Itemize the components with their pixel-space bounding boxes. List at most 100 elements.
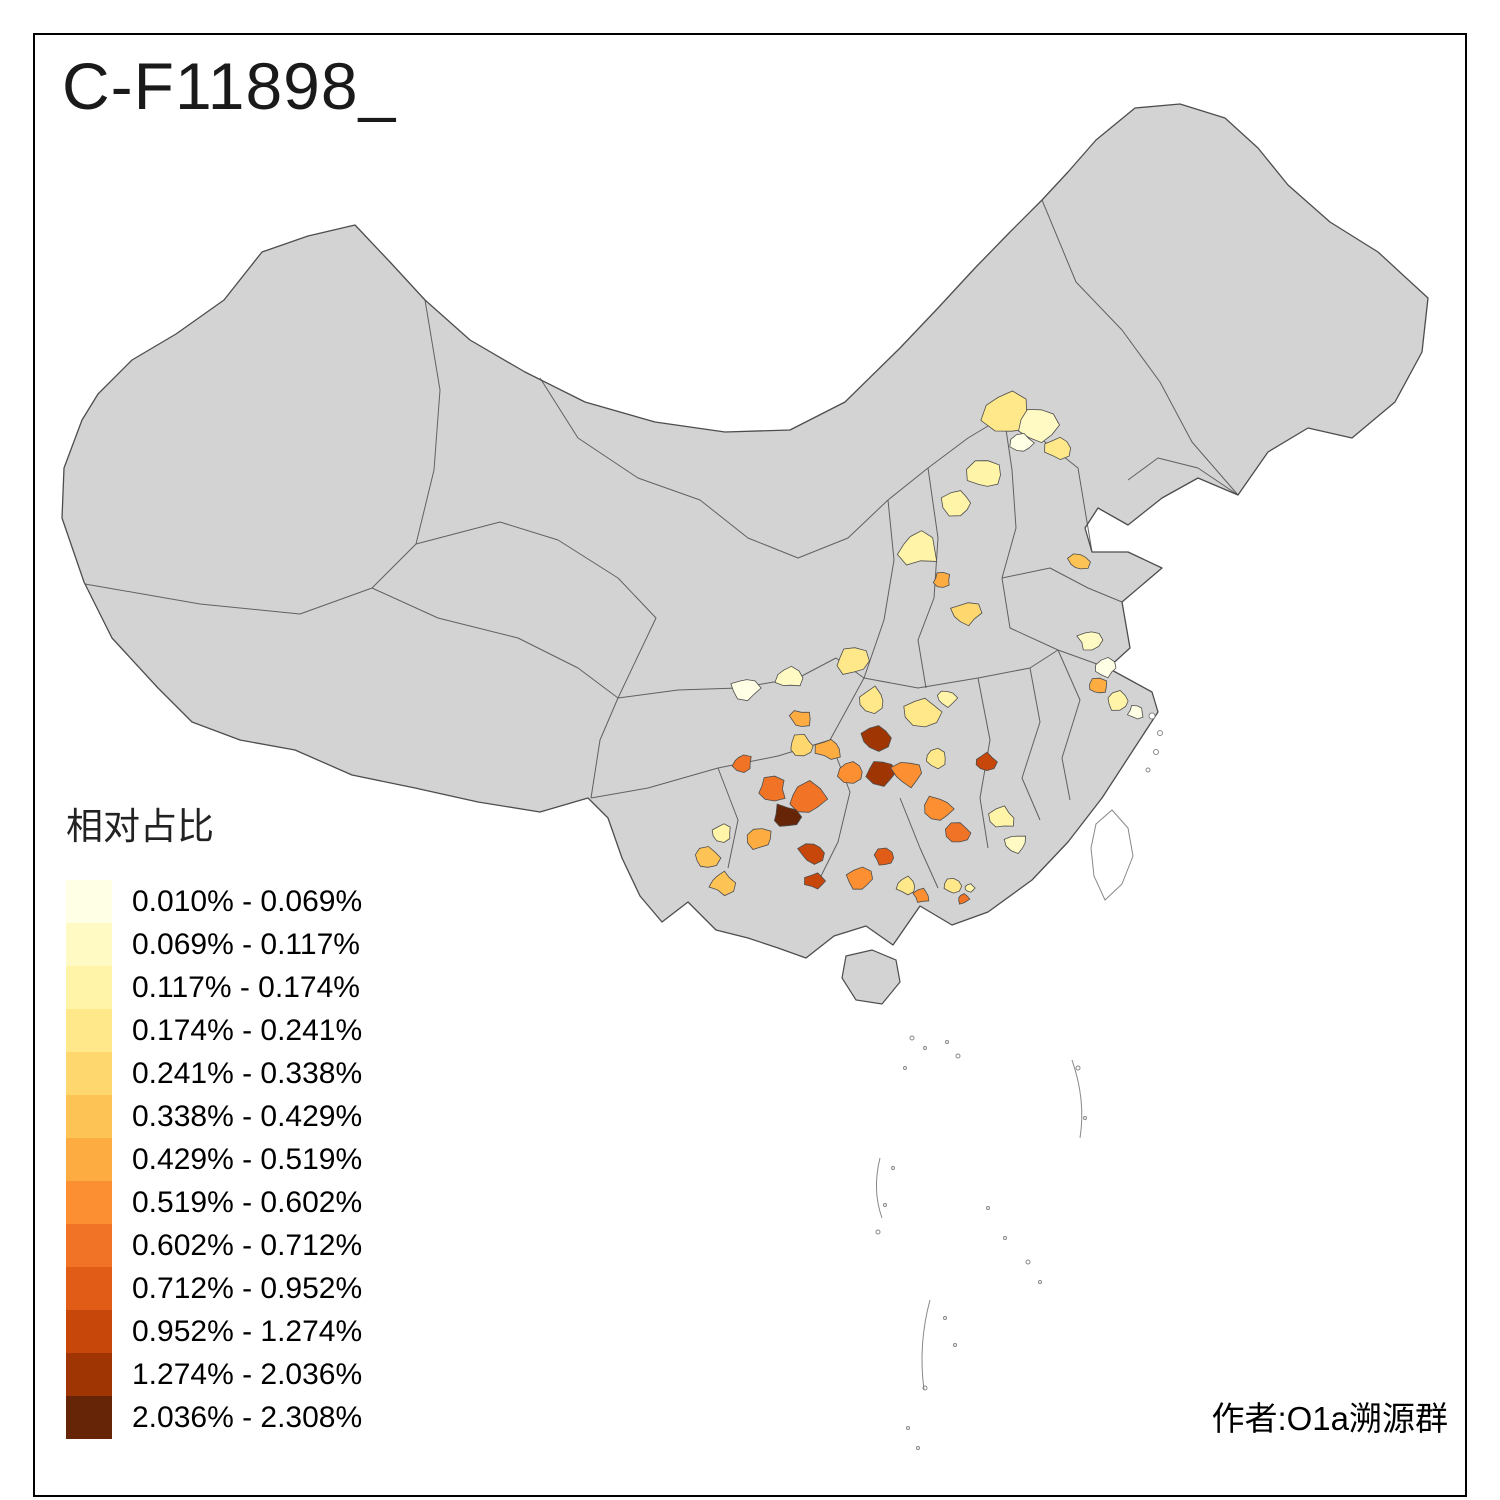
legend-label: 0.602% - 0.712% [132, 1228, 363, 1262]
prefecture-region [932, 572, 951, 588]
legend-swatch [66, 923, 112, 966]
taiwan-island [1090, 809, 1134, 901]
legend-label: 0.010% - 0.069% [132, 884, 363, 918]
prefecture-region [975, 751, 998, 772]
legend-row: 0.174% - 0.241% [66, 1009, 362, 1052]
prefecture-region [1094, 656, 1117, 679]
legend-label: 0.069% - 0.117% [132, 927, 360, 961]
prefecture-region [773, 803, 803, 827]
prefecture-region [865, 761, 897, 787]
map-title: C-F11898_ [62, 49, 397, 123]
prefecture-region [731, 754, 752, 774]
prefecture-region [1003, 835, 1027, 854]
prefecture-region [845, 866, 874, 890]
prefecture-region [873, 847, 895, 866]
legend-label: 0.952% - 1.274% [132, 1314, 363, 1348]
legend-swatch [66, 1396, 112, 1439]
legend-label: 2.036% - 2.308% [132, 1400, 363, 1434]
hainan-island [841, 949, 901, 1005]
prefecture-region [912, 887, 930, 903]
legend-swatch [66, 1095, 112, 1138]
legend-label: 0.174% - 0.241% [132, 1013, 363, 1047]
prefecture-region [789, 780, 829, 813]
prefecture-region [708, 870, 737, 897]
legend-title: 相对占比 [66, 806, 214, 847]
islands-group [875, 712, 1163, 1450]
prefecture-region [936, 690, 959, 709]
prefecture-region [944, 822, 972, 843]
legend-row: 2.036% - 2.308% [66, 1396, 362, 1439]
attribution: 作者:O1a溯源群 [1211, 1400, 1448, 1437]
legend-swatch [66, 1267, 112, 1310]
legend-row: 0.712% - 0.952% [66, 1267, 362, 1310]
prefecture-region [889, 761, 923, 789]
legend: 相对占比 0.010% - 0.069% 0.069% - 0.117% 0.117… [66, 796, 362, 1439]
prefecture-region [1009, 432, 1035, 452]
legend-swatch [66, 880, 112, 923]
prefecture-region [859, 685, 884, 715]
legend-row: 0.338% - 0.429% [66, 1095, 362, 1138]
prefecture-region [836, 647, 870, 675]
legend-row: 0.602% - 0.712% [66, 1224, 362, 1267]
prefecture-region [1089, 677, 1108, 694]
legend-swatch [66, 1052, 112, 1095]
prefecture-region [903, 697, 943, 728]
prefecture-region [790, 733, 814, 757]
legend-swatch [66, 1310, 112, 1353]
prefecture-region [1107, 690, 1129, 711]
legend-label: 0.117% - 0.174% [132, 970, 360, 1004]
prefecture-region [774, 665, 804, 687]
prefecture-region [804, 872, 827, 890]
mainland-outline [61, 103, 1429, 959]
prefecture-region [1066, 553, 1091, 570]
prefecture-region [988, 805, 1015, 828]
legend-label: 0.241% - 0.338% [132, 1056, 363, 1090]
prefecture-region [949, 602, 983, 627]
legend-swatch [66, 1353, 112, 1396]
prefecture-region [924, 795, 955, 821]
prefecture-region [860, 725, 892, 752]
legend-label: 0.712% - 0.952% [132, 1271, 363, 1305]
legend-row: 0.519% - 0.602% [66, 1181, 362, 1224]
prefecture-region [964, 883, 976, 893]
prefecture-region [940, 490, 972, 517]
prefecture-region [711, 823, 731, 843]
prefecture-region [943, 877, 963, 894]
prefecture-region [814, 739, 841, 760]
prefecture-region [836, 761, 863, 784]
prefecture-region [896, 530, 938, 566]
legend-row: 0.010% - 0.069% [66, 880, 362, 923]
legend-row: 0.952% - 1.274% [66, 1310, 362, 1353]
prefecture-region [1126, 705, 1144, 720]
prefecture-region [730, 679, 762, 702]
prefecture-regions [694, 390, 1144, 905]
legend-label: 0.429% - 0.519% [132, 1142, 363, 1176]
legend-rows: 0.010% - 0.069% 0.069% - 0.117% 0.117% - 0… [66, 880, 362, 1439]
legend-swatch [66, 1181, 112, 1224]
prefecture-region [788, 710, 811, 727]
legend-row: 0.069% - 0.117% [66, 923, 362, 966]
legend-row: 0.429% - 0.519% [66, 1138, 362, 1181]
legend-row: 1.274% - 2.036% [66, 1353, 362, 1396]
prefecture-region [958, 893, 971, 905]
prefecture-region [1044, 436, 1072, 461]
legend-swatch [66, 966, 112, 1009]
legend-swatch [66, 1138, 112, 1181]
prefecture-region [758, 775, 786, 802]
legend-label: 1.274% - 2.036% [132, 1357, 363, 1391]
legend-label: 0.338% - 0.429% [132, 1099, 363, 1133]
prefecture-region [925, 747, 946, 770]
prefecture-region [797, 843, 825, 865]
prefecture-region [1076, 631, 1104, 651]
legend-row: 0.117% - 0.174% [66, 966, 362, 1009]
prefecture-region [895, 875, 916, 896]
prefecture-region [694, 846, 722, 868]
prefecture-region [1018, 408, 1060, 444]
legend-row: 0.241% - 0.338% [66, 1052, 362, 1095]
prefecture-region [966, 460, 1001, 487]
legend-label: 0.519% - 0.602% [132, 1185, 363, 1219]
legend-swatch [66, 1009, 112, 1052]
mainland-group [61, 103, 1429, 1005]
